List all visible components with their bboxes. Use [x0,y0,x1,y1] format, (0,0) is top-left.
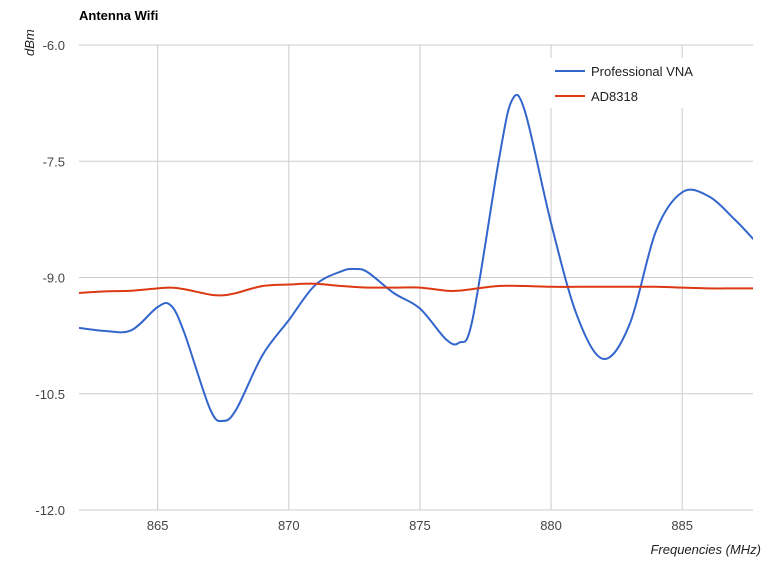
x-tick-label: 875 [409,518,431,533]
legend-item-ad8318: AD8318 [555,89,638,104]
legend-label: AD8318 [591,89,638,104]
y-tick-label: -7.5 [43,154,65,169]
x-axis-title: Frequencies (MHz) [650,542,761,557]
legend-background [543,58,731,108]
y-tick-label: -6.0 [43,38,65,53]
tick-labels: -6.0 -7.5 -9.0 -10.5 -12.0 865 870 875 880 885 [35,38,693,533]
legend-label: Professional VNA [591,64,693,79]
grid [79,44,753,511]
y-axis-title: dBm [22,29,37,56]
legend-item-professional-vna: Professional VNA [555,64,693,79]
y-tick-label: -10.5 [35,387,65,402]
x-tick-label: 870 [278,518,300,533]
x-tick-label: 880 [540,518,562,533]
series-layer [79,93,753,423]
legend: Professional VNA AD8318 [543,58,731,108]
chart-title: Antenna Wifi [79,8,158,23]
y-tick-label: -9.0 [43,271,65,286]
series-line-professional-vna [79,93,753,423]
y-tick-label: -12.0 [35,503,65,518]
x-tick-label: 865 [147,518,169,533]
x-tick-label: 885 [671,518,693,533]
series-line-ad8318 [79,282,753,297]
